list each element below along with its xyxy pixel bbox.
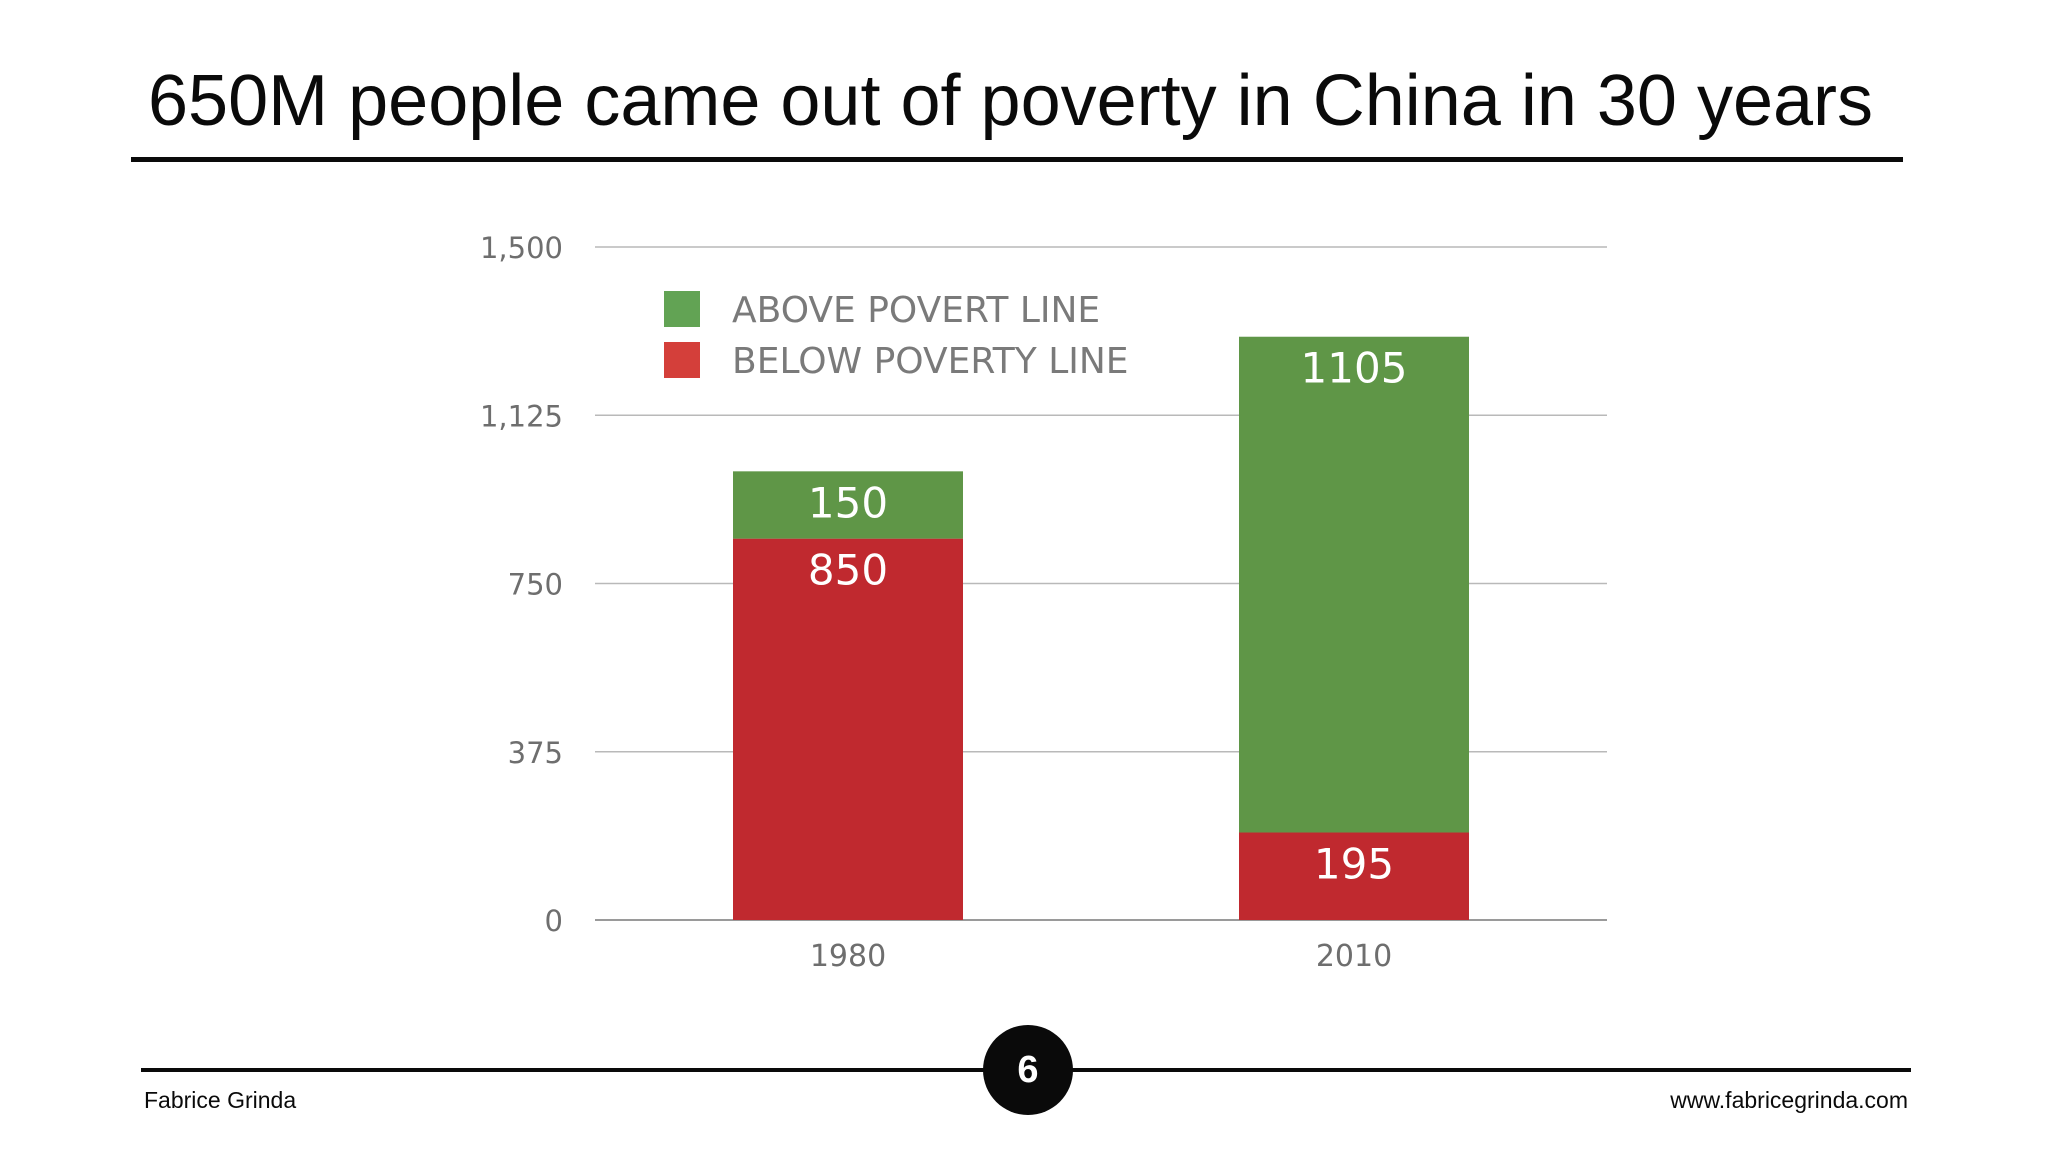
data-label: 850 [808,546,888,595]
x-tick-label: 2010 [1316,939,1392,974]
data-label: 1105 [1301,344,1408,393]
data-label: 195 [1314,840,1394,889]
data-label: 150 [808,478,888,527]
x-tick-label: 1980 [810,939,886,974]
title-divider [131,157,1903,162]
footer-website: www.fabricegrinda.com [1670,1087,1908,1113]
bar-segment [733,471,963,539]
bar-segment [1239,832,1469,920]
y-tick-label: 750 [508,568,563,602]
y-tick-label: 375 [508,736,563,770]
y-tick-label: 1,500 [480,231,563,265]
y-tick-label: 1,125 [480,399,563,433]
page-number-badge: 6 [983,1025,1073,1115]
legend-swatch [664,342,700,378]
y-tick-label: 0 [545,904,563,938]
legend-swatch [664,291,700,327]
slide-title: 650M people came out of poverty in China… [148,61,1874,141]
legend-label: BELOW POVERTY LINE [732,341,1129,382]
footer-author: Fabrice Grinda [144,1087,297,1113]
bar-segment [733,538,963,920]
legend-label: ABOVE POVERT LINE [732,290,1100,331]
bar-segment [1239,336,1469,833]
